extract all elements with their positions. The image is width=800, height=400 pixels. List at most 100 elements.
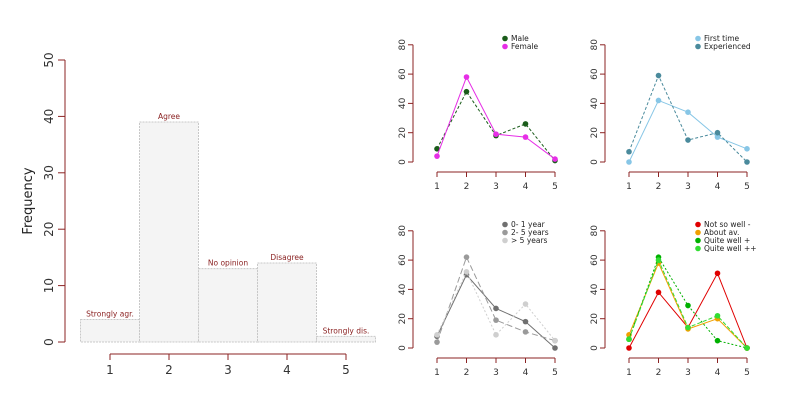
- legend-marker: [695, 43, 701, 50]
- legend-marker: [502, 221, 508, 228]
- x-tick-label: 1: [626, 368, 632, 378]
- series-line: [436, 90, 556, 161]
- data-point: [493, 305, 499, 312]
- x-tick-label: 1: [626, 182, 632, 192]
- x-tick-label: 2: [656, 368, 662, 378]
- legend-label: About av.: [704, 228, 739, 237]
- data-point: [626, 159, 632, 165]
- data-point: [434, 146, 440, 152]
- data-point: [744, 159, 750, 165]
- x-tick-label: 5: [744, 182, 750, 192]
- series-line: [436, 270, 556, 341]
- y-tick-label: 0: [590, 345, 600, 351]
- legend-marker: [695, 237, 701, 244]
- data-point: [434, 153, 440, 159]
- y-tick-label: 20: [590, 313, 600, 325]
- data-point: [493, 317, 499, 323]
- series-line: [436, 255, 556, 343]
- x-tick-label: 4: [715, 182, 721, 192]
- bar: [316, 335, 376, 343]
- legend-label: 0- 1 year: [511, 220, 546, 229]
- y-tick-label: 20: [398, 313, 408, 325]
- x-tick-label: 5: [552, 368, 558, 378]
- y-tick-label: 0: [398, 345, 408, 351]
- data-point: [685, 109, 691, 115]
- legend-label: Quite well +: [704, 236, 750, 245]
- data-point: [463, 269, 470, 275]
- x-tick-label: 4: [715, 368, 721, 378]
- y-tick-label: 80: [590, 39, 600, 51]
- x-tick-label: 3: [224, 363, 232, 377]
- y-tick-label: 80: [398, 39, 408, 51]
- data-point: [552, 156, 558, 162]
- x-tick-label: 4: [283, 363, 291, 377]
- x-tick-label: 3: [685, 182, 691, 192]
- y-tick-label: 60: [398, 254, 408, 266]
- x-tick-label: 4: [523, 182, 529, 192]
- legend-marker: [695, 245, 701, 252]
- data-point: [493, 332, 499, 338]
- frequency-bar-chart: 0 10 20 30 40 50 Frequency Strongly agr. Agree No…: [21, 52, 376, 377]
- data-point: [744, 345, 750, 351]
- y-tick-label: 40: [590, 283, 600, 295]
- y-tick-label: 20: [398, 127, 408, 139]
- legend-label: 2- 5 years: [511, 228, 549, 237]
- x-tick-label: 1: [434, 182, 440, 192]
- series-line: [436, 75, 556, 160]
- legend-label: Not so well -: [704, 220, 751, 229]
- y-tick-label: 40: [590, 97, 600, 109]
- x-tick-label: 1: [106, 363, 114, 377]
- legend-marker: [502, 35, 508, 42]
- y-tick-label: 0: [42, 338, 56, 346]
- data-point: [522, 301, 529, 307]
- data-point: [685, 324, 691, 331]
- legend-label: Female: [511, 42, 539, 51]
- legend-label: Quite well ++: [704, 244, 757, 253]
- y-tick-label: 40: [42, 109, 56, 124]
- data-point: [655, 257, 662, 263]
- y-tick-label: 0: [398, 159, 408, 165]
- x-tick-label: 2: [165, 363, 173, 377]
- x-tick-label: 4: [523, 368, 529, 378]
- legend-marker: [695, 35, 701, 42]
- x-tick-label: 1: [434, 368, 440, 378]
- x-tick-label: 2: [464, 182, 470, 192]
- data-point: [685, 137, 691, 143]
- y-tick-label: 20: [42, 222, 56, 237]
- y-tick-label: 50: [42, 52, 56, 67]
- x-tick-label: 2: [464, 368, 470, 378]
- data-point: [463, 74, 470, 80]
- legend-label: Male: [511, 34, 529, 43]
- data-point: [463, 254, 470, 260]
- legend-label: > 5 years: [511, 236, 548, 245]
- data-point: [434, 332, 440, 338]
- data-point: [714, 270, 721, 277]
- bar: [139, 121, 199, 343]
- legend-marker: [502, 237, 508, 244]
- data-point: [552, 345, 558, 351]
- x-tick-label: 5: [342, 363, 350, 377]
- y-tick-label: 0: [590, 159, 600, 165]
- y-tick-label: 60: [590, 254, 600, 266]
- x-tick-label: 5: [744, 368, 750, 378]
- bar: [80, 318, 140, 343]
- legend-marker: [695, 221, 701, 228]
- x-tick-label: 2: [656, 182, 662, 192]
- data-point: [714, 129, 721, 136]
- data-point: [744, 146, 750, 152]
- legend-marker: [502, 43, 508, 50]
- data-point: [714, 337, 721, 344]
- y-tick-label: 20: [590, 127, 600, 139]
- data-point: [714, 312, 721, 319]
- x-tick-label: 3: [685, 368, 691, 378]
- data-point: [522, 121, 529, 127]
- data-point: [626, 345, 632, 351]
- y-tick-label: 30: [42, 165, 56, 180]
- y-tick-label: 10: [42, 278, 56, 293]
- data-point: [655, 72, 662, 79]
- legend-marker: [695, 229, 701, 236]
